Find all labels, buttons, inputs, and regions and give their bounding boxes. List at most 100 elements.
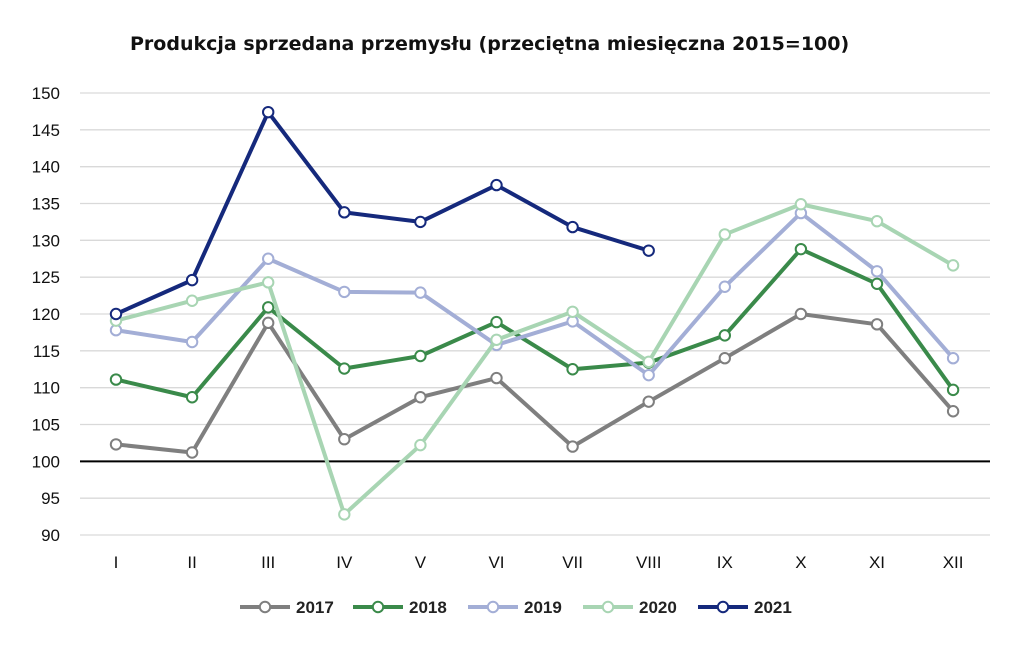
data-point	[718, 228, 731, 241]
x-tick-label: II	[187, 553, 196, 572]
data-point	[794, 198, 808, 211]
legend-item: 2019	[468, 598, 562, 617]
data-point	[566, 305, 579, 318]
data-point	[946, 259, 960, 272]
series-2018	[109, 242, 960, 404]
data-point	[870, 214, 884, 228]
series-line	[114, 247, 956, 400]
legend-marker	[486, 600, 500, 614]
y-tick-label: 145	[32, 121, 60, 140]
chart-title: Produkcja sprzedana przemysłu (przeciętn…	[130, 33, 849, 55]
x-tick-label: IV	[336, 553, 353, 572]
x-tick-label: VI	[488, 553, 504, 572]
data-point	[566, 363, 579, 376]
data-point	[490, 333, 503, 346]
data-point	[109, 307, 123, 321]
series-2020	[109, 198, 960, 521]
data-point	[262, 105, 275, 119]
data-point	[185, 391, 199, 404]
series-line	[114, 110, 651, 316]
data-point	[185, 294, 199, 307]
x-tick-label: XI	[869, 553, 885, 572]
data-point	[338, 362, 351, 375]
x-tick-label: I	[114, 553, 119, 572]
data-point	[870, 277, 884, 290]
data-point	[870, 318, 884, 331]
data-point	[185, 273, 199, 287]
data-point	[414, 215, 427, 229]
legend-item: 2021	[698, 598, 792, 617]
legend-marker	[716, 600, 730, 614]
data-point	[718, 329, 731, 342]
x-tick-label: X	[795, 553, 806, 572]
data-point	[642, 244, 655, 257]
series-2021	[109, 105, 655, 321]
data-point	[262, 276, 275, 289]
data-point	[262, 301, 275, 314]
x-tick-label: VII	[562, 553, 583, 572]
data-point	[185, 446, 199, 459]
y-tick-label: 120	[32, 305, 60, 324]
legend-marker	[601, 600, 615, 614]
data-point	[718, 352, 731, 365]
data-point	[642, 355, 655, 369]
legend-label: 2021	[754, 598, 792, 617]
legend-marker	[258, 600, 272, 614]
series-2019	[109, 206, 960, 382]
y-tick-label: 95	[41, 489, 60, 508]
data-point	[946, 405, 960, 418]
series-2017	[109, 307, 960, 459]
x-tick-label: III	[261, 553, 275, 572]
data-point	[490, 315, 503, 329]
x-tick-label: XII	[943, 553, 964, 572]
data-point	[490, 178, 503, 192]
series-line	[114, 202, 956, 517]
y-tick-label: 140	[32, 158, 60, 177]
data-point	[718, 280, 731, 293]
y-tick-label: 105	[32, 416, 60, 435]
data-point	[642, 368, 655, 382]
data-point	[338, 206, 351, 219]
data-point	[946, 383, 960, 397]
grid-lines	[80, 92, 990, 536]
y-tick-label: 110	[33, 379, 60, 398]
data-point	[414, 438, 427, 452]
data-point	[794, 242, 808, 256]
data-point	[566, 440, 579, 453]
legend-item: 2020	[583, 598, 677, 617]
data-point	[109, 373, 123, 386]
data-point	[338, 433, 351, 446]
legend-label: 2019	[524, 598, 562, 617]
legend-label: 2018	[409, 598, 447, 617]
legend-item: 2017	[240, 598, 334, 617]
series-line	[114, 312, 956, 455]
data-point	[566, 220, 579, 234]
y-tick-label: 130	[32, 231, 60, 250]
data-point	[414, 349, 427, 363]
y-axis-ticks: 90 95 100 105 110 115 120 125 130 135 140 145 150	[32, 84, 60, 545]
data-point	[414, 286, 427, 299]
series-lines	[109, 105, 960, 521]
x-tick-label: IX	[717, 553, 733, 572]
x-tick-label: VIII	[636, 553, 662, 572]
legend-marker	[371, 600, 385, 614]
data-point	[490, 371, 503, 385]
data-point	[262, 316, 275, 330]
y-tick-label: 100	[32, 452, 60, 471]
data-point	[262, 252, 275, 265]
x-axis-ticks: I II III IV V VI VII VIII IX X XI XII	[114, 553, 964, 572]
y-tick-label: 150	[32, 84, 60, 103]
legend: 2017 2018 2019 2020 2021	[240, 598, 792, 617]
y-tick-label: 115	[33, 342, 60, 361]
y-tick-label: 125	[32, 268, 60, 287]
data-point	[414, 391, 427, 404]
data-point	[338, 508, 351, 521]
legend-item: 2018	[353, 598, 447, 617]
legend-label: 2017	[296, 598, 334, 617]
data-point	[642, 395, 655, 408]
y-tick-label: 135	[32, 195, 60, 214]
data-point	[109, 438, 123, 451]
data-point	[794, 307, 808, 321]
